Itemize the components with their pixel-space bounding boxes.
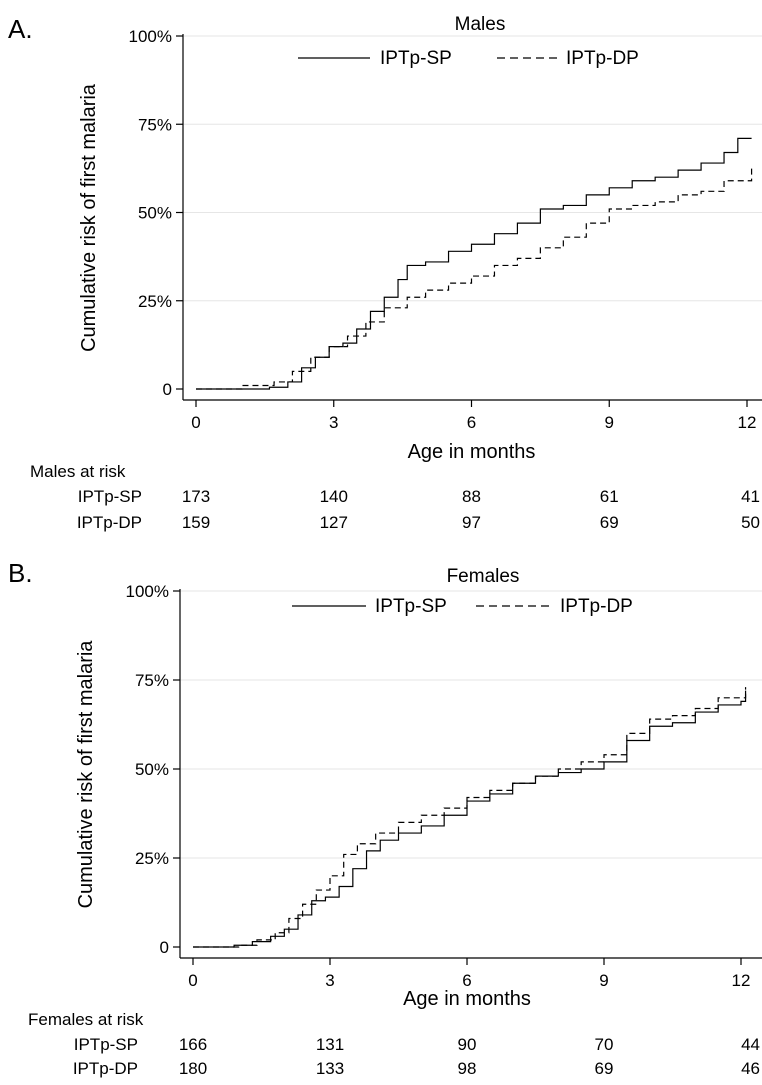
risk-cell: 70 [595,1035,614,1054]
risk-cell: 173 [182,487,210,506]
legend-label-dp: IPTp-DP [566,48,639,69]
y-tick-label: 100% [129,27,172,46]
y-tick-label: 75% [135,671,169,690]
risk-cell: 61 [600,487,619,506]
y-axis-title: Cumulative risk of first malaria [78,83,100,352]
y-tick-label: 100% [126,582,169,601]
y-tick-label: 0 [160,938,169,957]
risk-cell: 41 [741,487,760,506]
risk-table-title: Females at risk [28,1010,144,1029]
y-tick-label: 0 [163,380,172,399]
series-line-iptp-dp [193,687,747,948]
risk-cell: 69 [600,513,619,532]
risk-cell: 166 [179,1035,207,1054]
y-tick-label: 50% [138,204,172,223]
legend-label-sp: IPTp-SP [375,596,447,617]
legend-label-sp: IPTp-SP [380,48,452,69]
y-tick-label: 75% [138,115,172,134]
risk-cell: 97 [462,513,481,532]
panel-label: B. [8,558,33,588]
y-tick-label: 50% [135,760,169,779]
risk-cell: 98 [458,1059,477,1078]
risk-row-label: IPTp-SP [74,1035,138,1054]
y-tick-label: 25% [135,849,169,868]
risk-cell: 133 [316,1059,344,1078]
x-tick-label: 0 [191,413,200,432]
risk-cell: 90 [458,1035,477,1054]
risk-cell: 159 [182,513,210,532]
risk-cell: 140 [320,487,348,506]
risk-cell: 44 [741,1035,760,1054]
risk-row-label: IPTp-DP [73,1059,138,1078]
series-line-iptp-sp [196,137,752,390]
series-line-iptp-dp [196,166,753,390]
risk-cell: 46 [741,1059,760,1078]
series-line-iptp-sp [193,690,747,948]
risk-cell: 180 [179,1059,207,1078]
x-tick-label: 0 [188,971,197,990]
risk-cell: 50 [741,513,760,532]
chart-title: Females [447,566,520,587]
legend-label-dp: IPTp-DP [560,596,633,617]
risk-row-label: IPTp-SP [78,487,142,506]
x-axis-title: Age in months [403,988,531,1010]
x-tick-label: 12 [738,413,757,432]
risk-row-label: IPTp-DP [77,513,142,532]
x-tick-label: 3 [325,971,334,990]
risk-table-title: Males at risk [30,462,126,481]
risk-cell: 131 [316,1035,344,1054]
risk-cell: 69 [595,1059,614,1078]
x-tick-label: 6 [467,413,476,432]
risk-cell: 127 [320,513,348,532]
x-tick-label: 9 [599,971,608,990]
x-axis-title: Age in months [408,441,536,463]
x-tick-label: 12 [732,971,751,990]
chart-title: Males [455,14,506,35]
x-tick-label: 3 [329,413,338,432]
x-tick-label: 9 [605,413,614,432]
panel-label: A. [8,14,33,44]
y-axis-title: Cumulative risk of first malaria [75,640,97,909]
x-tick-label: 6 [462,971,471,990]
risk-cell: 88 [462,487,481,506]
y-tick-label: 25% [138,292,172,311]
